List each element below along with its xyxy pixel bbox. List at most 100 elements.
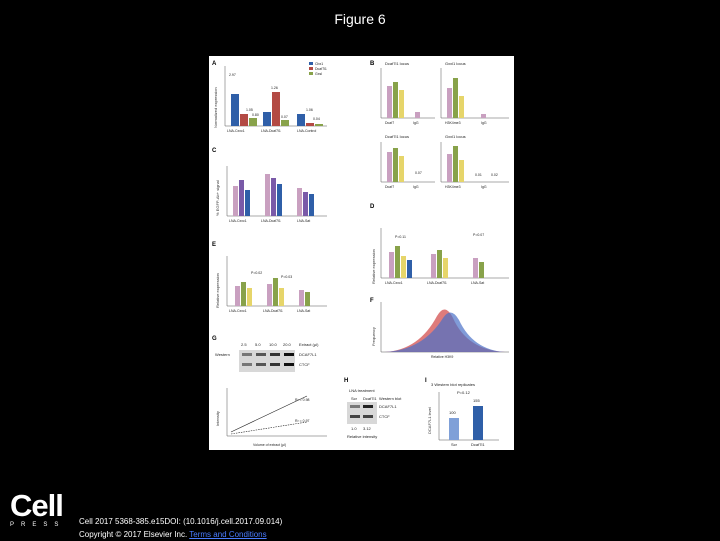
panel-b-chart: Dcaf7l1 locus Gxxl1 locus Dcaf7 IgG H3K4… [380, 61, 509, 189]
group-a1: LNA-Cxxc1 [227, 129, 245, 133]
h-lane2: Dcaf7l1 [363, 396, 377, 401]
h-lane1: Scr [351, 396, 358, 401]
xlabel-b1: Dcaf7 [385, 121, 394, 125]
legend-a3: Gxsl [315, 72, 322, 76]
value-b3: 0.02 [491, 173, 498, 177]
bar-i2 [473, 406, 483, 440]
bar-a6 [281, 120, 289, 126]
dose-3: 10.0 [269, 342, 278, 347]
dose-4: 20.0 [283, 342, 292, 347]
panel-label-i: I [425, 378, 427, 384]
group-c1: LNA-Cxxc1 [229, 219, 247, 223]
panel-label-d: D [370, 204, 375, 210]
bar-a8 [306, 123, 314, 126]
bar-a1 [231, 94, 239, 126]
value-b1: 0.07 [415, 171, 422, 175]
panel-label-c: C [212, 148, 217, 154]
group-a3: LNA-Control [297, 129, 316, 133]
panel-label-e: E [212, 242, 216, 248]
xlabel-b6: IgG [413, 185, 419, 189]
group-c3: LNA-Sat [297, 219, 310, 223]
i-group2: Dcaf7l1 [471, 442, 485, 447]
bar-b12 [447, 154, 452, 182]
bar-b2 [393, 82, 398, 118]
value-a2: 1.05 [246, 108, 253, 112]
group-d3: LNA-Sat [471, 281, 484, 285]
band-h2: CTCF [379, 414, 390, 419]
bar-b14 [459, 160, 464, 182]
bar-b3 [399, 90, 404, 118]
panel-f-ylabel: Frequency [371, 327, 376, 346]
pvalue-e1: P=0.02 [251, 271, 262, 275]
bar-a2 [240, 114, 248, 126]
pvalue-d1: P=0.11 [395, 235, 406, 239]
panel-c-ylabel: % EGFP-Ab+ signal [215, 180, 220, 216]
graph-ylabel: Intensity [215, 411, 220, 426]
group-a2: LNA-Dcaf7l1 [261, 129, 281, 133]
panel-f-chart: Frequency Relative H3K9 [371, 302, 509, 359]
band-g1: DCAF7L1 [299, 352, 317, 357]
panel-b-title2: Gxxl1 locus [445, 61, 466, 66]
dose-1: 2.5 [241, 342, 247, 347]
h-xlabel: Relative intensity [347, 434, 377, 439]
legend-a2: Dcaf7l1 [315, 67, 327, 71]
blot-label-g: Western [215, 352, 230, 357]
value-a1: 2.97 [229, 73, 236, 77]
panel-c-chart: % EGFP-Ab+ signal LNA-Cxxc1 LNA-Dcaf7l1 … [215, 166, 327, 223]
panel-e-chart: Relative expression P=0.02 P=0.03 LNA-Cx… [215, 256, 327, 313]
group-c2: LNA-Dcaf7l1 [261, 219, 281, 223]
r2-1: R² = 0.98 [295, 398, 310, 402]
bar-b4 [415, 112, 420, 118]
h-intensity1: 1.0 [351, 426, 357, 431]
panel-b-title4: Gxxl1 locus [445, 134, 466, 139]
xlabel-b3: H3K4me3 [445, 121, 461, 125]
dose-2: 5.0 [255, 342, 261, 347]
pvalue-d2: P=0.07 [473, 233, 484, 237]
bar-b5 [447, 88, 452, 118]
bar-b10 [393, 148, 398, 182]
panel-label-b: B [370, 61, 375, 67]
panel-label-f: F [370, 298, 374, 304]
h-intensity2: 3.12 [363, 426, 372, 431]
panel-a-chart: Normalized expression 2.97 1.05 0.80 1.2… [213, 62, 327, 133]
r2-2: R² = 0.97 [295, 419, 310, 423]
i-title: 3 Western blot replicates [431, 382, 475, 387]
group-e3: LNA-Sat [297, 309, 310, 313]
logo-word: Cell [10, 488, 64, 523]
xlabel-b8: IgG [481, 185, 487, 189]
i-pvalue: P=0.12 [457, 390, 471, 395]
group-d1: LNA-Cxxc1 [385, 281, 403, 285]
terms-link[interactable]: Terms and Conditions [189, 530, 267, 539]
bar-a9 [315, 124, 323, 126]
bar-b8 [481, 114, 486, 118]
group-e2: LNA-Dcaf7l1 [263, 309, 283, 313]
panel-d-ylabel: Relative expression [371, 249, 376, 284]
value-b2: 0.01 [475, 173, 482, 177]
band-g2: CTCF [299, 362, 310, 367]
panel-h-blot: LNA treatment Scr Dcaf7l1 Western blot D… [347, 388, 402, 439]
bar-b7 [459, 96, 464, 118]
panel-i-chart: 3 Western blot replicates DCAF7L1 level … [427, 382, 499, 447]
pvalue-e2: P=0.03 [281, 275, 292, 279]
bar-i1 [449, 418, 459, 440]
legend-a1: Cbx1 [315, 62, 323, 66]
panel-d-chart: Relative expression P=0.11 P=0.07 LNA-Cx… [371, 228, 509, 285]
panel-a-ylabel: Normalized expression [213, 87, 218, 128]
figure-panel: A B C D E F G H I Normalized expression [209, 56, 514, 450]
bar-b1 [387, 86, 392, 118]
h-blot-label: Western blot [379, 396, 402, 401]
panel-label-h: H [344, 378, 348, 384]
bar-b6 [453, 78, 458, 118]
bar-b11 [399, 156, 404, 182]
citation: Cell 2017 5368-385.e15DOI: (10.1016/j.ce… [79, 515, 282, 541]
i-ylabel: DCAF7L1 level [427, 407, 432, 434]
xlabel-b7: H3K4me3 [445, 185, 461, 189]
value-a7: 0.04 [313, 117, 320, 121]
xlabel-b4: IgG [481, 121, 487, 125]
i-value2: 155 [473, 398, 480, 403]
cell-press-logo: Cell PRESS [10, 490, 65, 528]
panel-g-blot: 2.5 5.0 10.0 20.0 Extract (µl) Western D… [215, 342, 319, 372]
value-a3: 0.80 [252, 113, 259, 117]
copyright-line: Copyright © 2017 Elsevier Inc. Terms and… [79, 528, 282, 541]
intensity-graph: Intensity R² = 0.98 R² = 0.97 Volume of … [215, 388, 327, 447]
